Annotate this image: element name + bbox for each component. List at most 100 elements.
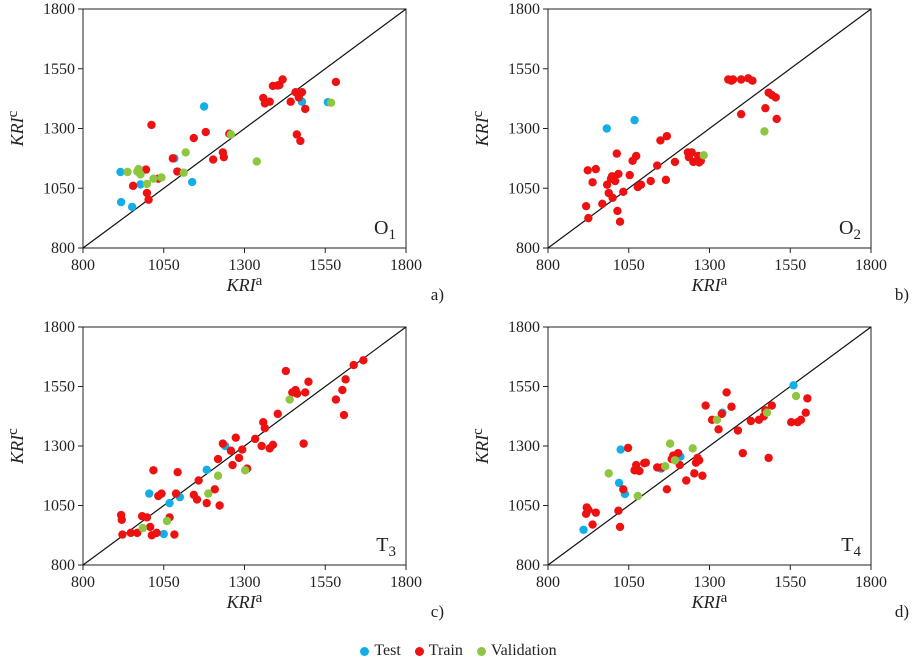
data-point-train bbox=[796, 415, 806, 425]
data-point-validation bbox=[670, 456, 680, 465]
y-tick-label: 1800 bbox=[508, 1, 540, 18]
data-point-train bbox=[173, 467, 182, 477]
data-point-train bbox=[215, 501, 224, 510]
data-point-test bbox=[136, 180, 145, 189]
data-point-train bbox=[761, 103, 770, 113]
data-point-train bbox=[281, 366, 291, 376]
x-tick-label: 1050 bbox=[613, 574, 645, 591]
data-point-train bbox=[268, 440, 278, 450]
x-tick-label: 1800 bbox=[390, 574, 422, 591]
data-point-train bbox=[764, 453, 773, 463]
data-point-train bbox=[299, 439, 308, 448]
data-point-train bbox=[118, 530, 127, 539]
y-tick-label: 800 bbox=[51, 240, 75, 257]
data-point-train bbox=[619, 187, 628, 197]
data-point-train bbox=[584, 505, 593, 514]
data-point-test bbox=[165, 498, 174, 508]
data-point-train bbox=[218, 439, 228, 448]
data-point-train bbox=[736, 109, 746, 119]
data-point-train bbox=[591, 164, 601, 174]
y-tick-label: 1800 bbox=[43, 1, 75, 18]
x-tick-label: 1050 bbox=[148, 574, 180, 591]
data-point-validation bbox=[162, 516, 172, 526]
data-point-train bbox=[771, 93, 780, 102]
y-tick-label: 1300 bbox=[508, 121, 540, 138]
data-point-train bbox=[286, 97, 295, 106]
data-point-test bbox=[630, 115, 639, 125]
data-point-train bbox=[767, 401, 777, 410]
data-point-train bbox=[614, 506, 623, 515]
legend-item-validation: Validation bbox=[476, 642, 557, 660]
data-point-train bbox=[736, 75, 746, 84]
y-axis-label: KRIc bbox=[470, 110, 492, 147]
identity-line bbox=[547, 326, 872, 566]
y-tick-label: 1050 bbox=[43, 180, 75, 197]
data-point-test bbox=[789, 381, 798, 390]
data-point-train bbox=[250, 434, 260, 444]
legend-label-train: Train bbox=[428, 642, 463, 659]
data-point-train bbox=[656, 136, 665, 145]
data-point-validation bbox=[762, 408, 772, 417]
data-point-validation bbox=[138, 523, 147, 533]
data-point-train bbox=[615, 217, 625, 226]
y-tick-label: 1050 bbox=[508, 180, 540, 197]
data-point-train bbox=[787, 418, 796, 427]
data-point-train bbox=[231, 433, 240, 442]
x-tick-label: 1550 bbox=[774, 257, 806, 274]
data-point-train bbox=[661, 175, 671, 185]
data-point-train bbox=[304, 377, 313, 386]
data-point-train bbox=[803, 394, 812, 403]
data-point-train bbox=[145, 522, 155, 532]
data-point-train bbox=[301, 104, 310, 114]
data-point-train bbox=[641, 458, 651, 467]
data-point-train bbox=[126, 528, 136, 538]
data-point-train bbox=[292, 130, 302, 139]
y-tick-label: 1800 bbox=[43, 319, 75, 336]
data-point-train bbox=[717, 409, 726, 419]
y-tick-label: 1550 bbox=[43, 61, 75, 78]
data-point-train bbox=[297, 87, 307, 97]
data-point-train bbox=[152, 528, 161, 538]
data-point-validation bbox=[604, 469, 613, 478]
data-point-train bbox=[610, 176, 620, 186]
data-point-train bbox=[646, 176, 655, 186]
data-point-train bbox=[349, 360, 358, 370]
data-point-train bbox=[201, 127, 210, 137]
dataset-label: T3 bbox=[376, 534, 396, 560]
data-point-validation bbox=[123, 167, 132, 177]
data-point-train bbox=[278, 75, 287, 84]
data-point-train bbox=[189, 133, 198, 143]
x-tick-label: 800 bbox=[71, 257, 95, 274]
panel-letter: c) bbox=[431, 602, 444, 621]
data-point-validation bbox=[136, 170, 145, 179]
data-point-train bbox=[171, 489, 181, 498]
data-point-train bbox=[608, 193, 617, 203]
data-point-test bbox=[116, 197, 126, 207]
data-point-train bbox=[339, 410, 349, 420]
data-point-train bbox=[602, 180, 612, 189]
data-point-train bbox=[157, 489, 166, 498]
data-point-train bbox=[170, 530, 179, 539]
data-point-validation bbox=[226, 130, 236, 139]
data-point-train bbox=[581, 201, 591, 211]
data-point-train bbox=[714, 425, 723, 434]
data-point-validation bbox=[665, 439, 675, 448]
data-point-test bbox=[202, 465, 211, 474]
data-point-test bbox=[602, 124, 611, 133]
data-point-train bbox=[144, 195, 153, 204]
data-point-validation bbox=[326, 98, 336, 107]
data-point-train bbox=[128, 181, 138, 191]
legend-marker-validation bbox=[476, 646, 486, 656]
data-point-validation bbox=[688, 444, 697, 453]
y-tick-label: 1050 bbox=[508, 498, 540, 515]
data-point-train bbox=[228, 460, 237, 470]
data-point-validation bbox=[142, 179, 152, 189]
x-axis-label: KRIa bbox=[691, 273, 728, 295]
x-tick-label: 1300 bbox=[229, 574, 261, 591]
data-point-train bbox=[142, 188, 152, 198]
data-point-train bbox=[133, 528, 142, 538]
data-point-train bbox=[673, 448, 683, 458]
x-axis-label: KRIa bbox=[691, 590, 728, 612]
